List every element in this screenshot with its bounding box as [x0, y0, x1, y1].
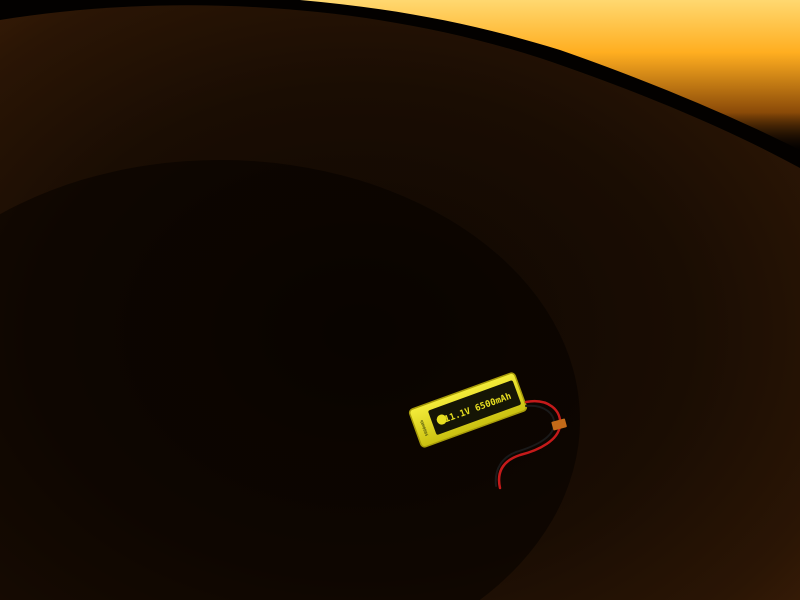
surface-shadow [0, 160, 580, 600]
battery-label-area [428, 380, 521, 435]
battery-pack: 11.1V 6500mAh 5000mAh [408, 372, 528, 448]
wire-connector [551, 418, 567, 431]
battery-pack-icon [436, 414, 447, 425]
battery-small-label: 5000mAh [419, 419, 430, 437]
wire-black [494, 404, 556, 487]
rim-glow [300, 0, 800, 150]
wire-red [497, 399, 562, 490]
